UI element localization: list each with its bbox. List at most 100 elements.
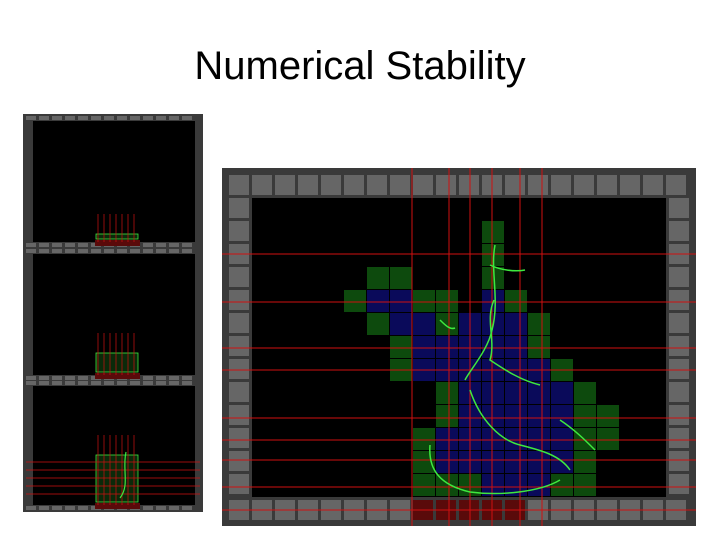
fluid-cell-full [436,451,458,473]
border-cell [551,175,571,195]
fluid-cell-surface [436,405,458,427]
border-cell [669,290,689,310]
fluid-cell-full [551,428,573,450]
fluid-cell-full [505,451,527,473]
fluid-surface [429,444,561,495]
border-cell [78,506,88,510]
fluid-cell-full [482,405,504,427]
fluid-cell-surface [551,474,573,496]
border-cell [156,243,166,247]
border-cell [26,243,36,247]
border-cell [65,381,75,385]
border-cell [143,116,153,120]
border-cell [528,175,548,195]
border-cell [169,116,179,120]
border-cell [597,175,617,195]
border-cell [229,382,249,402]
border-cell [182,116,192,120]
fluid-cell-full [390,290,412,312]
border-cell [78,381,88,385]
border-cell [78,249,88,253]
border-cell [229,175,249,195]
fluid-cell-full [505,336,527,358]
border-cell [620,175,640,195]
border-cell [104,249,114,253]
border-cell [669,336,689,356]
fluid-cell-surface [367,313,389,335]
fluid-cell-surface [436,290,458,312]
fluid-cell-surface [413,428,435,450]
border-cell [229,451,249,471]
border-cell [117,249,127,253]
border-cell [436,175,456,195]
border-cell [669,221,689,241]
border-cell [156,381,166,385]
border-cell [104,381,114,385]
border-cell [229,405,249,425]
border-cell [130,116,140,120]
fluid-cell-full [505,405,527,427]
fluid-cell-full [482,451,504,473]
fluid-cell-surface [574,405,596,427]
fluid-cell-surface [413,474,435,496]
border-cell [182,243,192,247]
fluid-cell-full [551,405,573,427]
border-cell [39,381,49,385]
fluid-cell-full [528,382,550,404]
border-cell [298,175,318,195]
border-cell [669,405,689,425]
border-cell [669,451,689,471]
border-cell [26,116,36,120]
border-cell [78,376,88,380]
border-cell [643,175,663,195]
fluid-surface [559,419,596,451]
border-cell [65,249,75,253]
fluid-cell-full [413,313,435,335]
border-cell [143,243,153,247]
fluid-cell-full [528,428,550,450]
border-cell [143,249,153,253]
border-cell [669,382,689,402]
border-cell [156,376,166,380]
fluid-cell-surface [413,290,435,312]
border-cell [182,376,192,380]
fluid-cell-full [505,428,527,450]
border-cell [143,381,153,385]
border-cell [252,175,272,195]
border-cell [65,116,75,120]
fluid-cell-full [528,405,550,427]
border-cell [669,267,689,287]
border-cell [117,116,127,120]
domain [33,121,195,242]
bottom-cells [95,240,140,246]
border-cell [91,116,101,120]
border-cell [229,336,249,356]
fluid [95,352,139,373]
border-cell [52,243,62,247]
border-cell [413,175,433,195]
fluid-cell-surface [597,405,619,427]
border-cell [169,376,179,380]
slide-title: Numerical Stability [194,44,526,88]
border-cell [229,267,249,287]
fluid-cell-full [505,474,527,496]
border-cell [669,198,689,218]
fluid-cell-surface [574,451,596,473]
fluid [95,233,139,240]
border-cell [182,249,192,253]
border-cell [669,359,689,379]
border-cell [229,359,249,379]
fluid-cell-surface [574,382,596,404]
border-cell [130,381,140,385]
border-cell [169,381,179,385]
fluid-cell-surface [528,336,550,358]
border-cell [78,116,88,120]
border-cell [156,249,166,253]
border-cell [666,175,686,195]
border-cell [52,116,62,120]
border-cell [65,376,75,380]
fluid-cell-full [413,336,435,358]
border-cell [344,175,364,195]
border-cell [669,313,689,333]
fluid-surface [119,451,127,499]
